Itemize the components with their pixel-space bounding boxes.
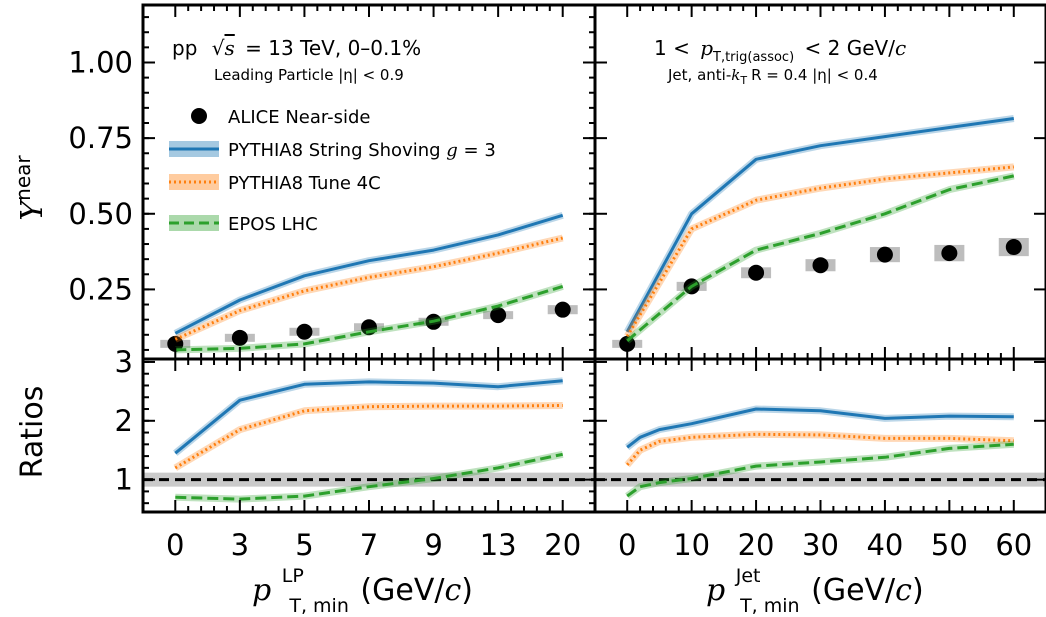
bottom-right-line-pythia8-tune-4c <box>626 432 1014 466</box>
tr-annotation-line2: Jet, anti-kT R = 0.4 |η| < 0.4 <box>667 66 878 87</box>
top-left-y-tick-label: 0.25 <box>68 272 133 306</box>
top-right-data-point <box>619 335 636 352</box>
top-left-y-tick-label: 1.00 <box>68 45 133 79</box>
x-axis-title-left: p LP T, min (GeV/c) <box>252 555 473 617</box>
bottom-left-x-tick-label: 20 <box>544 528 581 562</box>
legend-label-tune4c: PYTHIA8 Tune 4C <box>228 173 381 194</box>
bottom-left-line-pythia8-string-shoving-g-3 <box>174 379 563 455</box>
bottom-right-x-tick-label: 40 <box>866 528 903 562</box>
bottom-right-band-epos-lhc <box>625 440 1015 499</box>
top-right-line-pythia8-string-shoving-g-3 <box>625 117 1015 333</box>
x-axis-title-right: p Jet T, min (GeV/c) <box>706 555 924 617</box>
tl-annotation-line2: Leading Particle |η| < 0.9 <box>214 66 404 84</box>
top-left-line-pythia8-string-shoving-g-3 <box>174 213 564 335</box>
bottom-left-y-tick-label: 3 <box>115 345 133 379</box>
legend-marker-alice <box>191 108 207 124</box>
top-left-line-pythia8-tune-4c <box>174 236 564 341</box>
top-right-data-point <box>812 257 829 274</box>
bottom-left-x-tick-label: 5 <box>295 528 313 562</box>
top-left-data-point <box>167 335 184 352</box>
top-right-data-point <box>876 246 893 263</box>
top-right-plot <box>593 3 1046 361</box>
bottom-left-ticks: 1 2 3 0 3 5 7 9 13 20 <box>115 345 595 562</box>
y-axis-title-top: Ynear <box>11 155 50 221</box>
bottom-right-x-tick-label: 50 <box>931 528 968 562</box>
bottom-left-band-pythia8-string-shoving-g-3 <box>173 377 564 456</box>
top-left-data-point <box>296 323 313 340</box>
top-right-data-point <box>1005 239 1022 256</box>
bottom-right-ticks: 0 10 20 30 40 50 60 <box>595 359 1046 562</box>
bottom-left-band-pythia8-tune-4c <box>173 402 563 471</box>
legend-label-alice: ALICE Near-side <box>228 107 371 128</box>
top-right-line-epos-lhc <box>626 174 1015 342</box>
tl-annotation-line1: pp √s = 13 TeV, 0–0.1% <box>172 36 421 60</box>
tr-annotation-line1: 1 < pT,trig(assoc) < 2 GeV/c <box>654 36 906 66</box>
bottom-left-line-pythia8-tune-4c <box>174 404 563 470</box>
bottom-left-x-tick-label: 9 <box>424 528 442 562</box>
bottom-right-line-pythia8-string-shoving-g-3 <box>626 407 1014 449</box>
legend-label-epos: EPOS LHC <box>228 214 318 235</box>
top-left-data-point <box>231 329 248 346</box>
y-axis-title-bottom: Ratios <box>15 386 50 479</box>
bottom-right-line-epos-lhc <box>626 442 1014 498</box>
top-left-y-tick-label: 0.75 <box>68 121 133 155</box>
bottom-left-x-tick-label: 3 <box>231 528 249 562</box>
legend-label-shoving: PYTHIA8 String Shoving g = 3 <box>228 140 496 161</box>
bottom-right-x-tick-label: 20 <box>738 528 775 562</box>
bottom-left-line-epos-lhc <box>175 452 564 501</box>
bottom-right-x-tick-label: 10 <box>673 528 710 562</box>
top-right-data-point <box>748 264 765 281</box>
bottom-left-x-tick-label: 7 <box>360 528 378 562</box>
top-left-y-tick-label: 0.50 <box>68 197 133 231</box>
top-left-plot: 0.25 0.50 0.75 1.00 <box>68 3 597 361</box>
top-left-data-point <box>554 301 571 318</box>
bottom-right-plot: 0 10 20 30 40 50 60 <box>593 357 1046 562</box>
bottom-left-x-tick-label: 13 <box>480 528 517 562</box>
bottom-left-y-tick-label: 2 <box>115 404 133 438</box>
bottom-right-x-tick-label: 30 <box>802 528 839 562</box>
top-right-data-point <box>941 245 958 262</box>
bottom-left-plot: 1 2 3 0 3 5 7 9 13 20 <box>115 345 597 562</box>
bottom-left-y-tick-label: 1 <box>115 463 133 497</box>
sqrt-symbol: √ <box>212 36 225 60</box>
bottom-left-x-tick-label: 0 <box>166 528 184 562</box>
bottom-right-x-tick-label: 60 <box>995 528 1032 562</box>
bottom-right-x-tick-label: 0 <box>618 528 636 562</box>
legend: ALICE Near-side PYTHIA8 String Shoving g… <box>169 107 496 235</box>
top-right-line-pythia8-tune-4c <box>625 165 1014 338</box>
top-left-data-point <box>490 307 507 324</box>
